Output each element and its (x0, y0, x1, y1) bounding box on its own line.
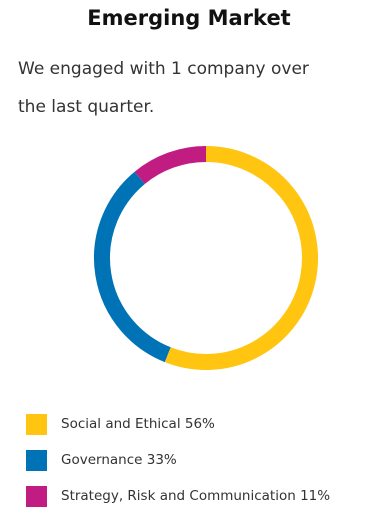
chart-legend: Social and Ethical 56% Governance 33% St… (26, 413, 376, 522)
legend-label-strategy-risk-communication: Strategy, Risk and Communication 11% (61, 488, 331, 504)
donut-chart (94, 146, 318, 370)
page-title: Emerging Market (87, 6, 291, 30)
intro-line-2: the last quarter. (18, 97, 155, 117)
donut-slice-social-ethical (164, 146, 318, 370)
legend-item-strategy-risk-communication: Strategy, Risk and Communication 11% (26, 485, 376, 507)
legend-item-governance: Governance 33% (26, 449, 376, 471)
legend-swatch-governance (26, 449, 47, 471)
intro-line-1: We engaged with 1 company over (18, 59, 309, 79)
intro-text: We engaged with 1 company over the last … (18, 50, 368, 126)
legend-item-social-ethical: Social and Ethical 56% (26, 413, 376, 435)
donut-slice-governance (94, 171, 171, 363)
legend-label-governance: Governance 33% (61, 452, 177, 468)
legend-swatch-strategy-risk-communication (26, 485, 47, 507)
donut-slice-strategy-risk-communication (134, 146, 207, 185)
legend-swatch-social-ethical (26, 413, 47, 435)
legend-label-social-ethical: Social and Ethical 56% (61, 416, 215, 432)
